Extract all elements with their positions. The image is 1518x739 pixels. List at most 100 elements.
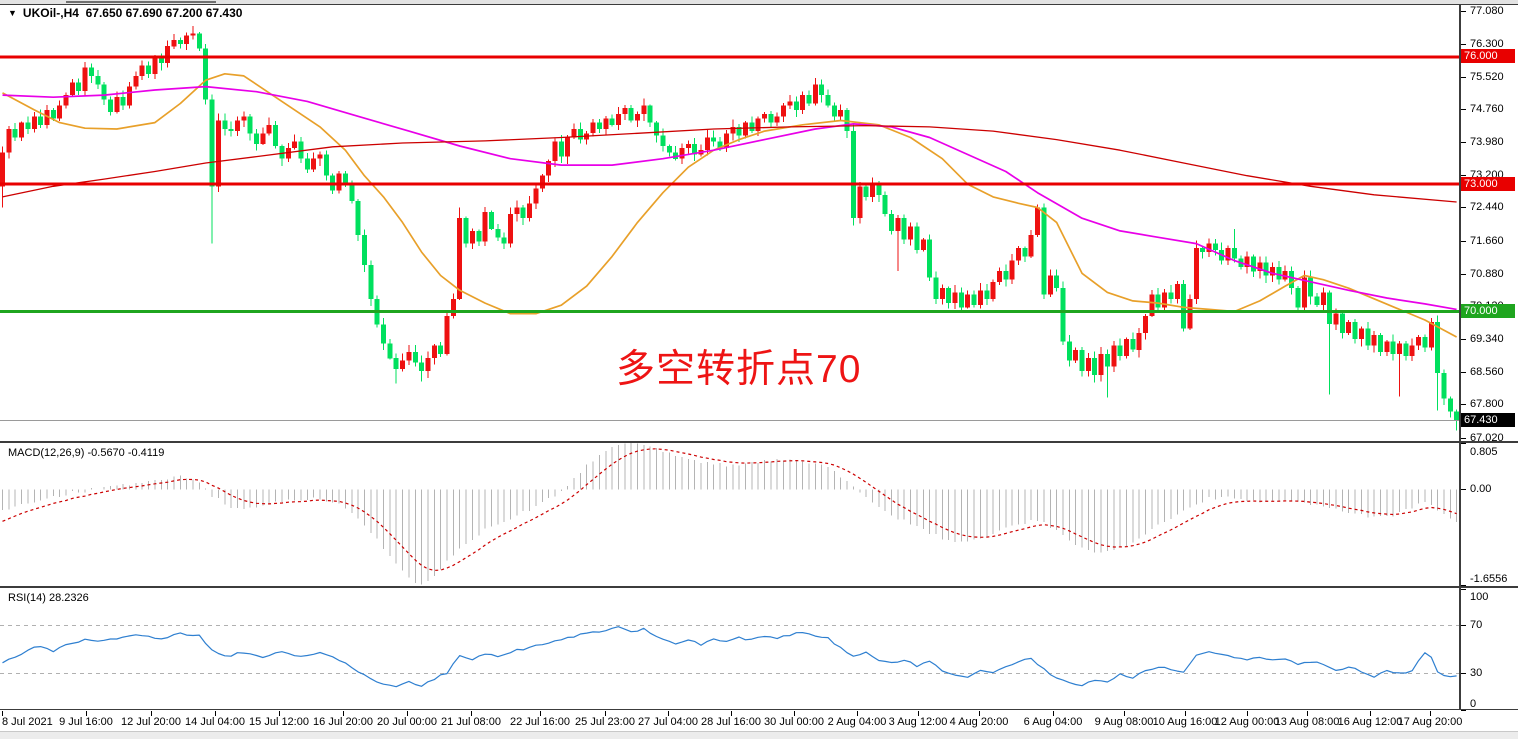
macd-canvas[interactable] bbox=[0, 443, 1460, 585]
symbol-label: UKOil-,H4 bbox=[22, 6, 79, 20]
candle-body bbox=[476, 230, 482, 242]
ma-mid-magenta bbox=[2, 85, 1457, 311]
candle-body bbox=[800, 95, 806, 110]
candle-body bbox=[196, 33, 202, 49]
time-tick-label: 21 Jul 08:00 bbox=[441, 716, 501, 728]
candle-body bbox=[488, 211, 494, 229]
chevron-down-icon[interactable]: ▼ bbox=[8, 8, 17, 18]
candle-body bbox=[1295, 288, 1301, 308]
candle-body bbox=[1301, 277, 1307, 308]
candle-body bbox=[628, 107, 634, 121]
price-tick bbox=[1461, 241, 1466, 242]
time-tick-label: 15 Jul 12:00 bbox=[249, 716, 309, 728]
time-tick bbox=[668, 711, 669, 716]
candle-body bbox=[57, 105, 63, 119]
time-tick bbox=[794, 711, 795, 716]
candle-body bbox=[1377, 334, 1383, 352]
candle-body bbox=[381, 324, 386, 344]
price-tick bbox=[1461, 438, 1466, 439]
candle-body bbox=[990, 281, 996, 299]
candle-body bbox=[958, 292, 964, 308]
candle-body bbox=[12, 129, 18, 138]
candle-body bbox=[1060, 288, 1066, 342]
time-tick bbox=[1247, 711, 1248, 716]
candle-body bbox=[774, 116, 780, 123]
candle-body bbox=[1066, 341, 1072, 361]
price-line-badge[interactable]: 73.000 bbox=[1461, 177, 1515, 191]
candle-body bbox=[1149, 294, 1155, 316]
candle-body bbox=[298, 141, 304, 159]
candle-body bbox=[184, 35, 190, 45]
candle-body bbox=[863, 186, 869, 197]
candle-body bbox=[412, 351, 418, 363]
time-tick bbox=[2, 711, 3, 716]
time-axis[interactable] bbox=[0, 710, 1518, 731]
candle-body bbox=[222, 120, 228, 129]
candle-body bbox=[1079, 349, 1085, 371]
macd-signal-line bbox=[2, 448, 1457, 572]
main-chart-canvas[interactable] bbox=[0, 0, 1460, 441]
price-tick bbox=[1461, 77, 1466, 78]
text-annotation[interactable]: 多空转折点70 bbox=[616, 348, 862, 391]
candle-body bbox=[1092, 358, 1098, 376]
candle-body bbox=[577, 129, 583, 140]
candle-body bbox=[1403, 343, 1409, 357]
candle-body bbox=[996, 271, 1002, 282]
candle-body bbox=[444, 315, 450, 354]
price-tick-label: 67.800 bbox=[1470, 398, 1504, 410]
candle-body bbox=[1371, 334, 1377, 346]
candle-body bbox=[38, 116, 44, 125]
time-tick bbox=[1370, 711, 1371, 716]
candle-body bbox=[482, 211, 488, 242]
macd-separator[interactable] bbox=[0, 441, 1518, 443]
time-tick-label: 13 Aug 08:00 bbox=[1274, 716, 1340, 728]
candle-body bbox=[736, 126, 742, 136]
candle-body bbox=[977, 290, 983, 306]
time-tick bbox=[1185, 711, 1186, 716]
candle-body bbox=[1155, 294, 1161, 308]
candle-body bbox=[355, 201, 361, 236]
time-tick-label: 16 Jul 20:00 bbox=[313, 716, 373, 728]
ma-slow-darkred bbox=[2, 124, 1457, 203]
candle-body bbox=[876, 184, 882, 195]
candle-body bbox=[692, 143, 698, 155]
time-tick bbox=[343, 711, 344, 716]
candle-body bbox=[1136, 332, 1142, 350]
candle-body bbox=[76, 82, 82, 91]
candle-body bbox=[203, 48, 209, 100]
candle-body bbox=[1263, 262, 1269, 276]
candle-body bbox=[546, 160, 552, 176]
price-axis[interactable] bbox=[1460, 0, 1518, 710]
candle-body bbox=[1174, 284, 1180, 299]
candle-body bbox=[247, 116, 253, 134]
price-tick bbox=[1461, 175, 1466, 176]
rsi-axis-label: 70 bbox=[1470, 619, 1483, 631]
time-tick-label: 2 Aug 04:00 bbox=[827, 716, 887, 728]
macd-axis-tick bbox=[1461, 489, 1466, 490]
candle-body bbox=[279, 146, 285, 159]
candle-body bbox=[558, 141, 564, 157]
price-line-badge[interactable]: 76.000 bbox=[1461, 49, 1515, 63]
price-line-badge[interactable]: 70.000 bbox=[1461, 304, 1515, 318]
price-line-badge[interactable]: 67.430 bbox=[1461, 413, 1515, 427]
candle-body bbox=[704, 137, 710, 151]
candle-body bbox=[234, 120, 240, 132]
time-tick-label: 22 Jul 16:00 bbox=[510, 716, 570, 728]
top-scrollbar[interactable] bbox=[0, 0, 1518, 4]
candle-body bbox=[101, 84, 107, 100]
candle-body bbox=[838, 109, 844, 117]
candle-body bbox=[590, 122, 596, 134]
rsi-separator[interactable] bbox=[0, 586, 1518, 588]
candle-body bbox=[742, 122, 748, 136]
rsi-canvas[interactable] bbox=[0, 589, 1460, 710]
candle-body bbox=[63, 95, 69, 106]
time-tick bbox=[540, 711, 541, 716]
price-tick bbox=[1461, 372, 1466, 373]
candle-body bbox=[120, 97, 126, 106]
candle-body bbox=[939, 288, 945, 299]
candle-body bbox=[685, 143, 691, 149]
top-scrollbar-thumb[interactable] bbox=[66, 1, 216, 3]
candle-body bbox=[1098, 354, 1104, 376]
time-tick-label: 9 Jul 16:00 bbox=[59, 716, 113, 728]
